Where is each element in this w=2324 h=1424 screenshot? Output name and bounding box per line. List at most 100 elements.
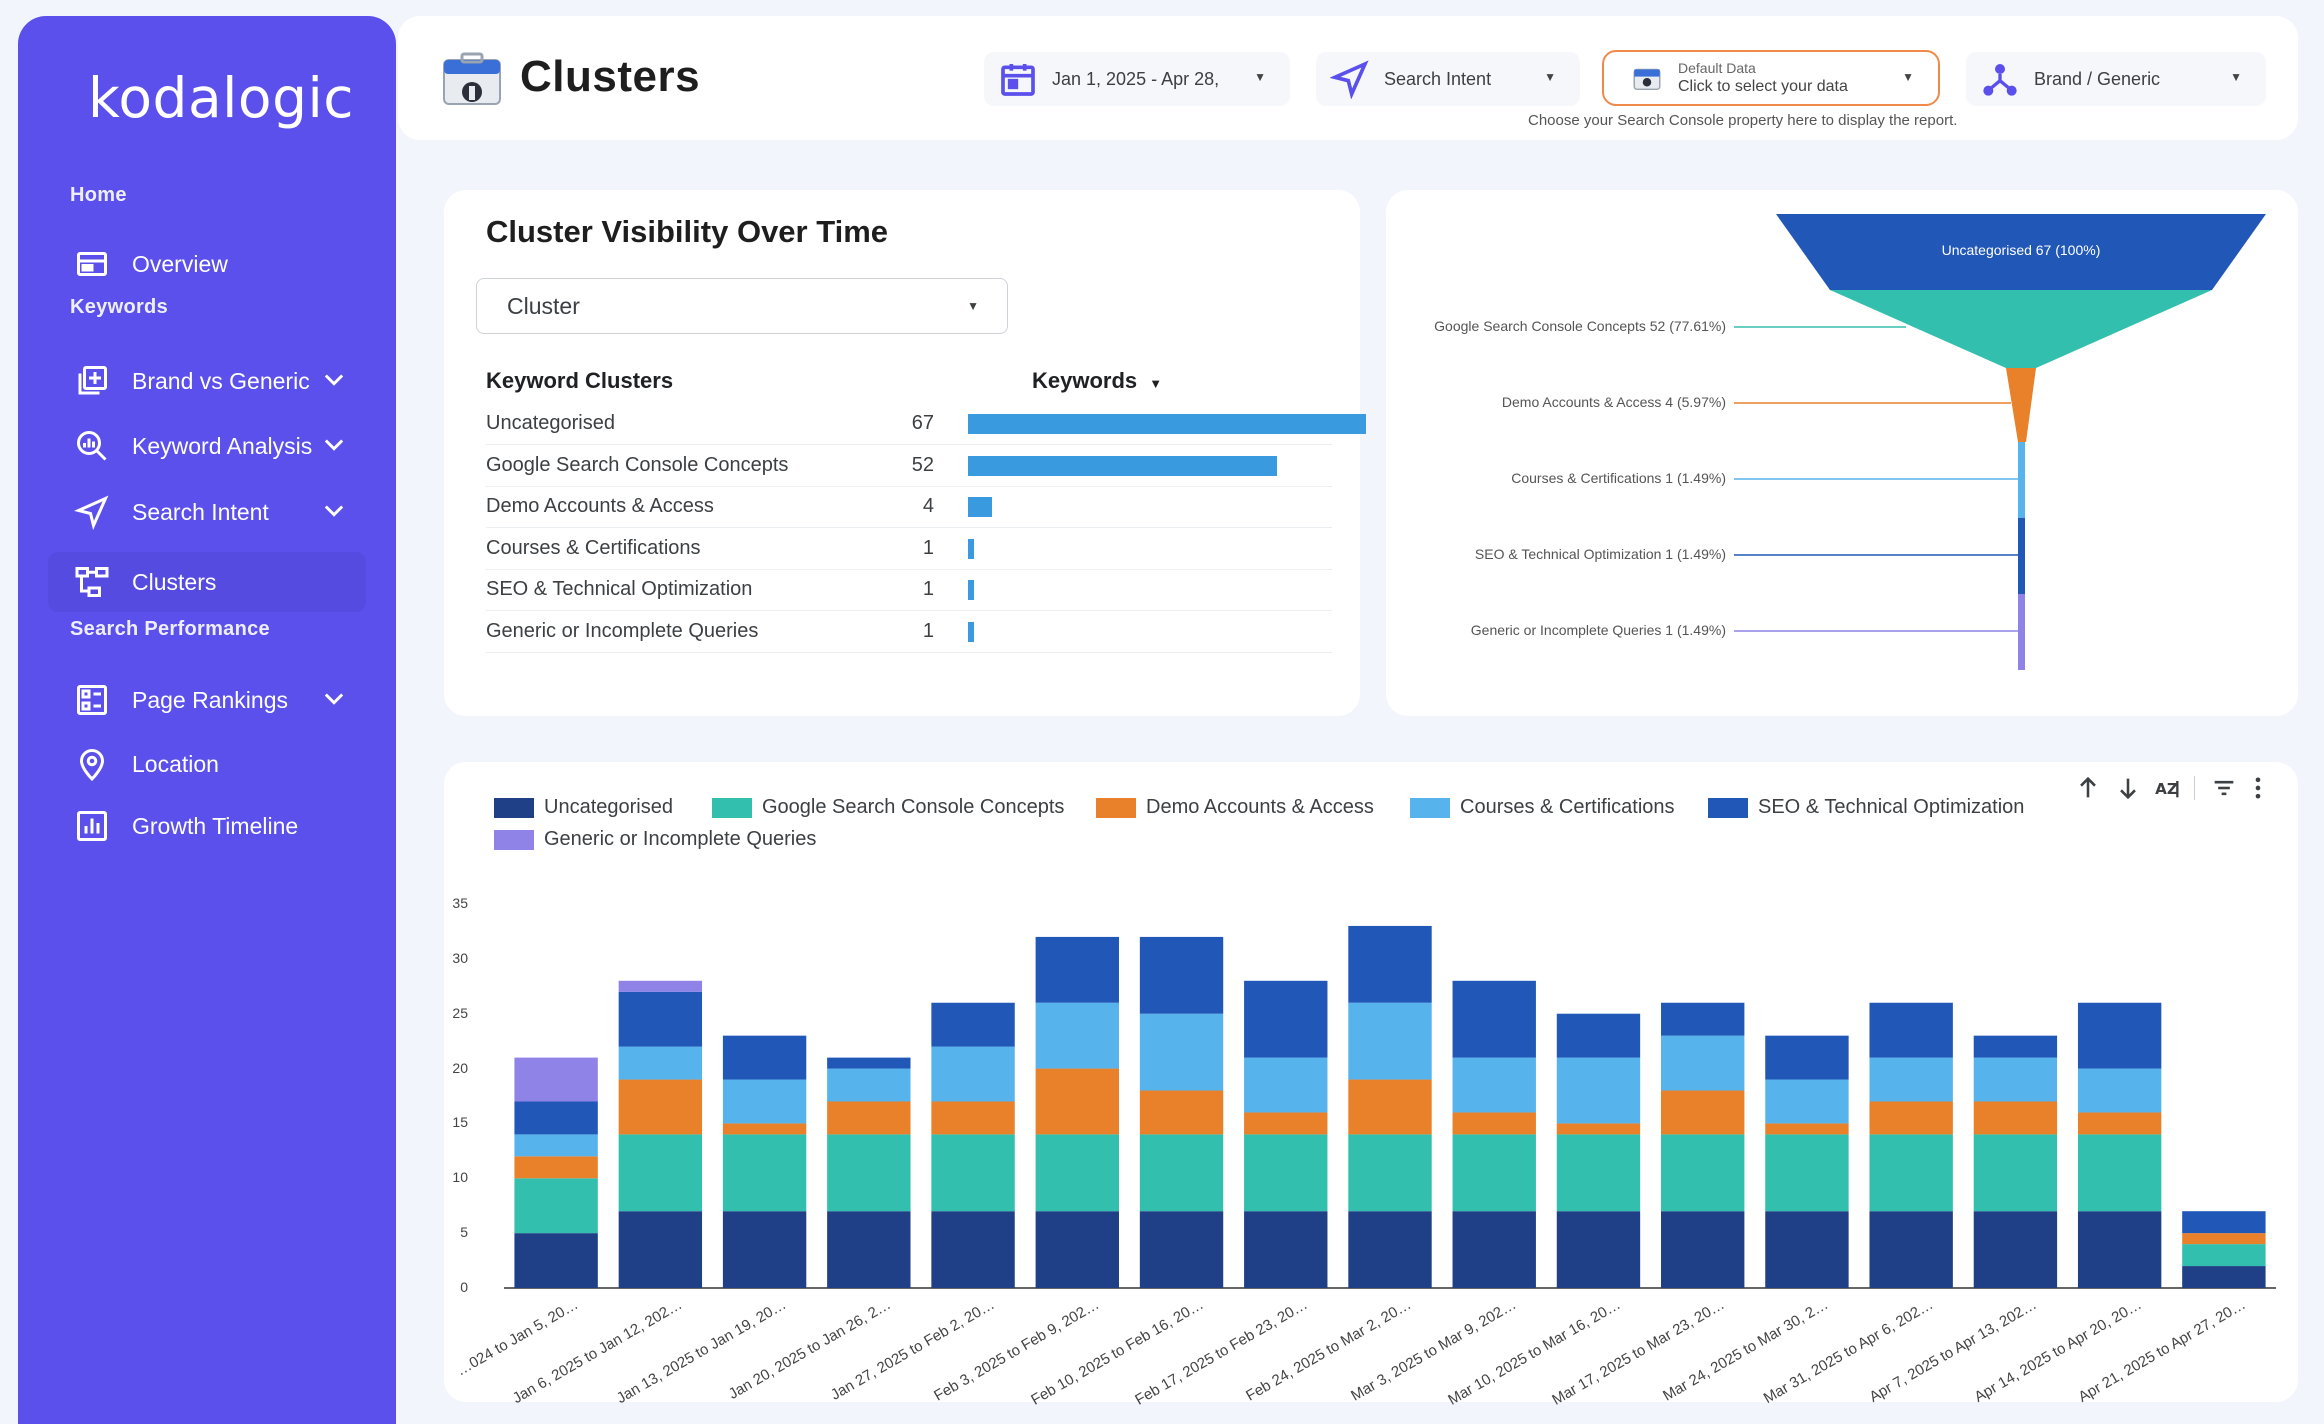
legend-item[interactable]: Generic or Incomplete Queries [494, 828, 816, 851]
funnel-segment-generic[interactable] [2018, 594, 2025, 670]
sort-az-icon[interactable]: AZ [2154, 774, 2182, 802]
sidebar-item-location[interactable]: Location [48, 734, 366, 794]
bar-segment[interactable] [1139, 1211, 1224, 1288]
bar-segment[interactable] [618, 1134, 703, 1212]
bar-segment[interactable] [618, 980, 703, 992]
search-intent-filter[interactable]: Search Intent ▼ [1316, 52, 1580, 106]
column-header-keywords[interactable]: Keywords ▼ [1032, 368, 1162, 394]
bar-segment[interactable] [1452, 1112, 1536, 1135]
bar-segment[interactable] [722, 1211, 807, 1288]
bar-segment[interactable] [1973, 1134, 2058, 1212]
bar-segment[interactable] [514, 1233, 598, 1288]
bar-segment[interactable] [618, 1046, 703, 1080]
bar-segment[interactable] [1765, 1123, 1849, 1135]
bar-segment[interactable] [722, 1123, 807, 1135]
legend-item[interactable]: Courses & Certifications [1410, 796, 1675, 819]
chevron-down-icon[interactable] [320, 684, 348, 712]
bar-segment[interactable] [1556, 1013, 1641, 1058]
bar-segment[interactable] [514, 1134, 598, 1157]
bar-segment[interactable] [1869, 1101, 1953, 1135]
bar-segment[interactable] [931, 1134, 1015, 1212]
table-row[interactable]: Demo Accounts & Access 4 [486, 487, 1332, 528]
bar-segment[interactable] [1869, 1211, 1953, 1288]
chevron-down-icon[interactable] [320, 496, 348, 524]
bar-segment[interactable] [1348, 1134, 1432, 1212]
sidebar-item-overview[interactable]: Overview [48, 234, 366, 294]
bar-segment[interactable] [1139, 1090, 1224, 1135]
sidebar-item-search-intent[interactable]: Search Intent [48, 482, 366, 542]
bar-segment[interactable] [1035, 936, 1119, 1003]
bar-segment[interactable] [1661, 1002, 1745, 1036]
bar-segment[interactable] [722, 1035, 807, 1080]
table-row[interactable]: SEO & Technical Optimization 1 [486, 570, 1332, 611]
bar-segment[interactable] [1452, 1211, 1536, 1288]
bar-segment[interactable] [931, 1101, 1015, 1135]
cluster-dropdown[interactable]: Cluster ▼ [476, 278, 1008, 334]
bar-segment[interactable] [1973, 1211, 2058, 1288]
bar-segment[interactable] [931, 1211, 1015, 1288]
chevron-down-icon[interactable] [320, 430, 348, 458]
bar-segment[interactable] [827, 1134, 911, 1212]
brand-generic-filter[interactable]: Brand / Generic ▼ [1966, 52, 2266, 106]
bar-segment[interactable] [2077, 1112, 2162, 1135]
funnel-segment-uncategorised[interactable] [1776, 214, 2266, 290]
legend-item[interactable]: Demo Accounts & Access [1096, 796, 1374, 819]
table-row[interactable]: Google Search Console Concepts 52 [486, 446, 1332, 487]
legend-item[interactable]: SEO & Technical Optimization [1708, 796, 2024, 819]
sidebar-item-clusters[interactable]: Clusters [48, 552, 366, 612]
bar-segment[interactable] [1139, 1013, 1224, 1091]
bar-segment[interactable] [1452, 980, 1536, 1058]
bar-segment[interactable] [1973, 1101, 2058, 1135]
bar-segment[interactable] [1765, 1079, 1849, 1124]
bar-segment[interactable] [2182, 1266, 2266, 1288]
bar-segment[interactable] [1348, 1002, 1432, 1080]
data-source-selector[interactable]: Default Data Click to select your data ▼ [1602, 50, 1940, 106]
bar-segment[interactable] [514, 1101, 598, 1135]
bar-segment[interactable] [618, 991, 703, 1047]
bar-segment[interactable] [1556, 1057, 1641, 1124]
arrow-down-icon[interactable] [2114, 774, 2142, 802]
bar-segment[interactable] [1661, 1035, 1745, 1091]
bar-segment[interactable] [1973, 1057, 2058, 1102]
bar-segment[interactable] [722, 1079, 807, 1124]
table-row[interactable]: Uncategorised 67 [486, 404, 1366, 445]
bar-segment[interactable] [827, 1211, 911, 1288]
bar-segment[interactable] [1452, 1057, 1536, 1113]
bar-segment[interactable] [1869, 1134, 1953, 1212]
bar-segment[interactable] [827, 1101, 911, 1135]
bar-segment[interactable] [514, 1057, 598, 1102]
bar-segment[interactable] [1348, 1079, 1432, 1135]
bar-segment[interactable] [827, 1068, 911, 1102]
bar-segment[interactable] [1035, 1068, 1119, 1135]
bar-segment[interactable] [1556, 1211, 1641, 1288]
bar-segment[interactable] [1244, 980, 1328, 1058]
bar-segment[interactable] [2077, 1211, 2162, 1288]
bar-segment[interactable] [1973, 1035, 2058, 1058]
legend-item[interactable]: Google Search Console Concepts [712, 796, 1064, 819]
sidebar-item-page-rankings[interactable]: Page Rankings [48, 670, 366, 730]
date-range-picker[interactable]: Jan 1, 2025 - Apr 28, ▼ [984, 52, 1290, 106]
table-row[interactable]: Courses & Certifications 1 [486, 529, 1332, 570]
bar-segment[interactable] [1244, 1211, 1328, 1288]
filter-icon[interactable] [2210, 774, 2238, 802]
bar-segment[interactable] [931, 1002, 1015, 1047]
bar-segment[interactable] [1556, 1123, 1641, 1135]
bar-segment[interactable] [1348, 925, 1432, 1003]
bar-segment[interactable] [1035, 1134, 1119, 1212]
bar-segment[interactable] [1139, 1134, 1224, 1212]
bar-segment[interactable] [1765, 1134, 1849, 1212]
table-row[interactable]: Generic or Incomplete Queries 1 [486, 612, 1332, 653]
bar-segment[interactable] [1244, 1134, 1328, 1212]
bar-segment[interactable] [1348, 1211, 1432, 1288]
bar-segment[interactable] [1661, 1134, 1745, 1212]
funnel-segment-seo[interactable] [2018, 518, 2025, 594]
chevron-down-icon[interactable] [320, 365, 348, 393]
bar-segment[interactable] [1661, 1090, 1745, 1135]
bar-segment[interactable] [1244, 1057, 1328, 1113]
bar-segment[interactable] [2182, 1211, 2266, 1234]
bar-segment[interactable] [1244, 1112, 1328, 1135]
arrow-up-icon[interactable] [2074, 774, 2102, 802]
bar-segment[interactable] [2182, 1233, 2266, 1245]
bar-segment[interactable] [2077, 1002, 2162, 1069]
more-icon[interactable] [2244, 774, 2272, 802]
